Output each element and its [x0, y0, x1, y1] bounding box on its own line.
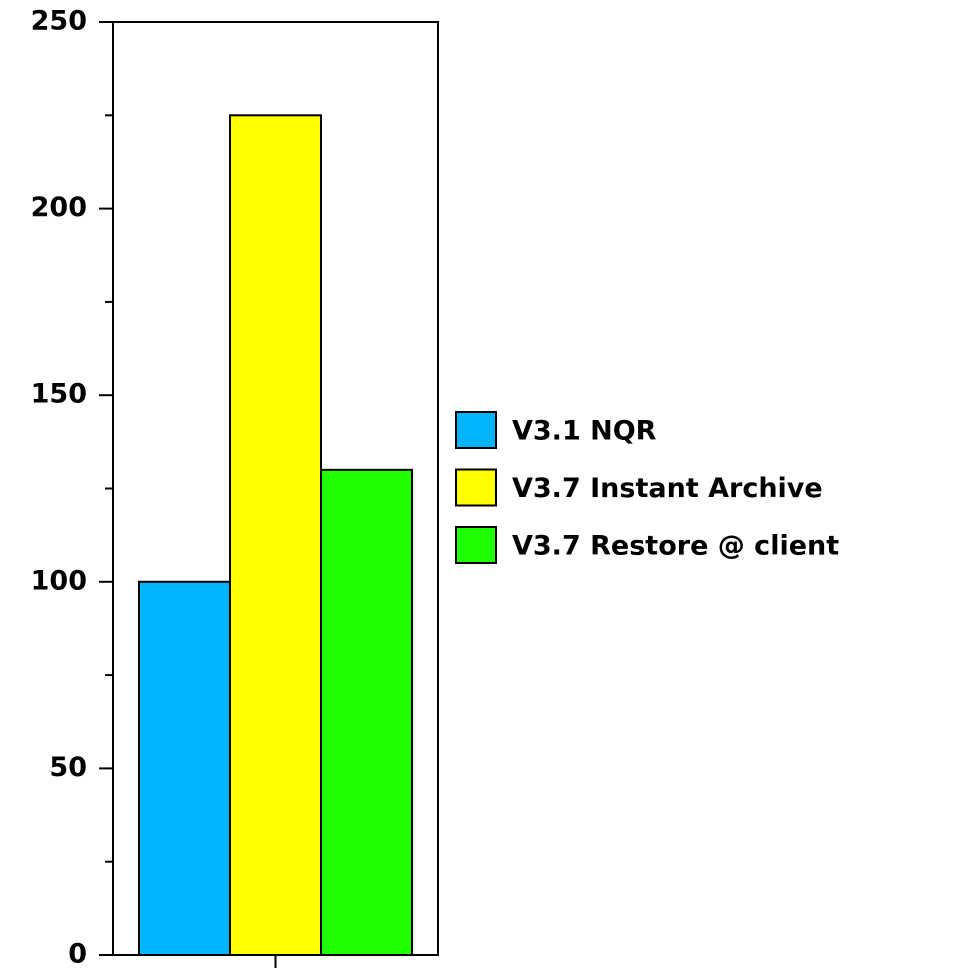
- y-tick-label: 0: [68, 939, 87, 970]
- bar: [138, 580, 231, 956]
- y-tick-label: 150: [31, 379, 87, 410]
- legend-label: V3.7 Instant Archive: [512, 473, 823, 504]
- legend-swatch: [455, 411, 497, 449]
- legend-swatch: [455, 468, 497, 507]
- legend-swatch: [455, 526, 497, 564]
- y-tick-label: 100: [31, 565, 87, 596]
- y-tick-label: 250: [31, 6, 87, 37]
- legend-label: V3.1 NQR: [512, 416, 657, 447]
- bar: [229, 114, 322, 957]
- bar: [320, 468, 413, 956]
- y-tick-label: 200: [31, 192, 87, 223]
- y-tick-label: 50: [49, 752, 87, 783]
- legend-label: V3.7 Restore @ client: [512, 531, 839, 562]
